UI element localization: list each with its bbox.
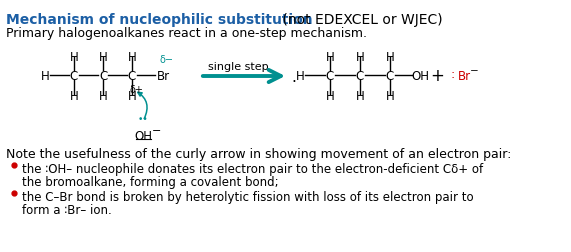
Text: H: H <box>70 50 78 63</box>
Text: C: C <box>70 69 78 82</box>
Text: −: − <box>470 66 478 76</box>
Text: δ−: δ− <box>160 55 174 65</box>
Text: :: : <box>451 67 455 80</box>
Text: H: H <box>99 89 107 102</box>
Text: Br: Br <box>156 69 170 82</box>
Text: H: H <box>325 89 335 102</box>
Text: the ∶OH– nucleophile donates its electron pair to the electron-deficient Cδ+ of: the ∶OH– nucleophile donates its electro… <box>22 162 483 175</box>
Text: H: H <box>128 89 136 102</box>
Text: Primary halogenoalkanes react in a one-step mechanism.: Primary halogenoalkanes react in a one-s… <box>6 27 367 40</box>
Text: C: C <box>326 69 334 82</box>
FancyArrowPatch shape <box>138 93 147 119</box>
Text: Note the usefulness of the curly arrow in showing movement of an electron pair:: Note the usefulness of the curly arrow i… <box>6 147 512 160</box>
Text: Br: Br <box>458 69 471 82</box>
Text: the bromoalkane, forming a covalent bond;: the bromoalkane, forming a covalent bond… <box>22 175 279 188</box>
Text: H: H <box>325 50 335 63</box>
Text: H: H <box>296 69 304 82</box>
Text: OH: OH <box>134 129 152 142</box>
Text: H: H <box>70 89 78 102</box>
Text: C: C <box>128 69 136 82</box>
Text: C: C <box>356 69 364 82</box>
Text: C: C <box>386 69 394 82</box>
Text: −: − <box>152 125 162 136</box>
Text: H: H <box>99 50 107 63</box>
Text: Mechanism of nucleophilic substitution: Mechanism of nucleophilic substitution <box>6 13 313 27</box>
Text: OH: OH <box>411 69 429 82</box>
Text: +: + <box>430 67 444 85</box>
Text: δ+: δ+ <box>129 85 143 94</box>
Text: H: H <box>385 50 395 63</box>
Text: ••: •• <box>138 115 148 123</box>
Text: H: H <box>128 50 136 63</box>
Text: H: H <box>356 89 364 102</box>
Text: form a ∶Br– ion.: form a ∶Br– ion. <box>22 203 112 216</box>
Text: the C–Br bond is broken by heterolytic fission with loss of its electron pair to: the C–Br bond is broken by heterolytic f… <box>22 190 473 203</box>
Text: H: H <box>41 69 49 82</box>
Text: H: H <box>385 89 395 102</box>
Text: H: H <box>356 50 364 63</box>
Text: (not EDEXCEL or WJEC): (not EDEXCEL or WJEC) <box>278 13 443 27</box>
Text: C: C <box>99 69 107 82</box>
Text: single step: single step <box>208 62 268 72</box>
Text: .: . <box>291 69 296 84</box>
